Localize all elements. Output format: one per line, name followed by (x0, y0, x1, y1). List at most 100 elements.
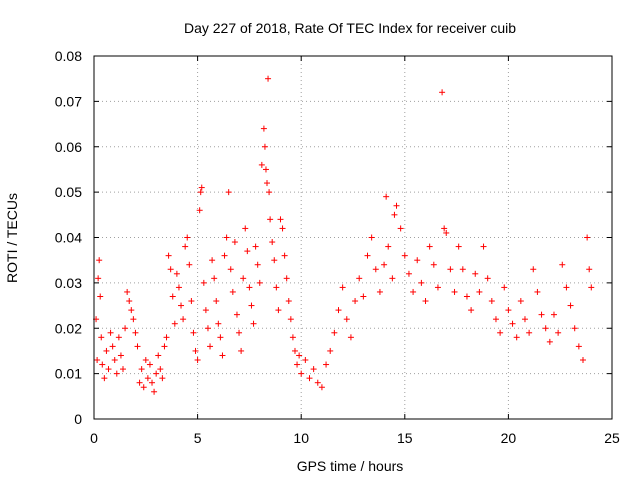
data-point (122, 325, 129, 332)
data-point (244, 248, 251, 255)
data-point (397, 225, 404, 232)
y-axis-ticks: 0 0.01 0.02 0.03 0.04 0.05 0.06 0.07 0.08 (55, 48, 612, 427)
data-point (146, 361, 153, 368)
data-point (167, 266, 174, 273)
data-point (134, 343, 141, 350)
data-point (372, 266, 379, 273)
data-points (93, 75, 595, 395)
data-point (200, 279, 207, 286)
data-point (180, 316, 187, 323)
data-point (521, 316, 528, 323)
data-point (335, 307, 342, 314)
data-point (526, 329, 533, 336)
data-point (171, 320, 178, 327)
data-point (213, 298, 220, 305)
data-point (103, 347, 110, 354)
data-point (188, 298, 195, 305)
data-point (468, 307, 475, 314)
data-point (360, 293, 367, 300)
data-point (418, 279, 425, 286)
data-point (95, 275, 102, 282)
x-tick-label: 5 (194, 430, 202, 446)
y-axis-label: ROTI / TECUs (4, 193, 20, 283)
data-point (422, 298, 429, 305)
data-point (497, 329, 504, 336)
data-point (117, 352, 124, 359)
data-point (451, 288, 458, 295)
data-point (513, 334, 520, 341)
data-point (225, 189, 232, 196)
data-point (327, 347, 334, 354)
data-point (441, 225, 448, 232)
data-point (542, 325, 549, 332)
y-tick-label: 0.07 (55, 93, 82, 109)
data-point (281, 252, 288, 259)
data-point (264, 180, 271, 187)
data-point (186, 261, 193, 268)
grid-lines (94, 56, 612, 419)
data-point (509, 320, 516, 327)
data-point (343, 316, 350, 323)
data-point (246, 284, 253, 291)
data-point (198, 184, 205, 191)
data-point (389, 275, 396, 282)
data-point (196, 207, 203, 214)
data-point (584, 234, 591, 241)
data-point (381, 261, 388, 268)
data-point (190, 329, 197, 336)
data-point (262, 166, 269, 173)
y-tick-label: 0.01 (55, 366, 82, 382)
x-axis-ticks: 0 5 10 15 20 25 (90, 56, 620, 446)
data-point (97, 293, 104, 300)
data-point (391, 211, 398, 218)
data-point (227, 266, 234, 273)
data-point (113, 370, 120, 377)
data-point (267, 216, 274, 223)
data-point (240, 275, 247, 282)
data-point (101, 375, 108, 382)
data-point (165, 252, 172, 259)
data-point (434, 284, 441, 291)
data-point (472, 270, 479, 277)
data-point (331, 329, 338, 336)
data-point (229, 288, 236, 295)
data-point (130, 316, 137, 323)
data-point (385, 243, 392, 250)
data-point (555, 329, 562, 336)
data-point (178, 302, 185, 309)
data-point (236, 329, 243, 336)
data-point (155, 352, 162, 359)
data-point (266, 189, 273, 196)
data-point (157, 366, 164, 373)
data-point (559, 261, 566, 268)
data-point (202, 307, 209, 314)
data-point (142, 357, 149, 364)
data-point (144, 375, 151, 382)
data-point (430, 261, 437, 268)
data-point (443, 229, 450, 236)
data-point (285, 298, 292, 305)
data-point (505, 307, 512, 314)
x-tick-label: 25 (604, 430, 620, 446)
data-point (115, 334, 122, 341)
data-point (173, 270, 180, 277)
data-point (140, 384, 147, 391)
data-point (175, 284, 182, 291)
data-point (275, 307, 282, 314)
data-point (182, 243, 189, 250)
data-point (260, 125, 267, 132)
data-point (376, 288, 383, 295)
data-point (161, 343, 168, 350)
y-tick-label: 0.05 (55, 184, 82, 200)
data-point (256, 279, 263, 286)
data-point (586, 266, 593, 273)
data-point (538, 311, 545, 318)
x-axis-label: GPS time / hours (297, 458, 404, 474)
data-point (252, 243, 259, 250)
data-point (563, 284, 570, 291)
x-tick-label: 0 (90, 430, 98, 446)
data-point (476, 288, 483, 295)
data-point (99, 361, 106, 368)
chart-title: Day 227 of 2018, Rate Of TEC Index for r… (184, 20, 516, 36)
data-point (242, 225, 249, 232)
